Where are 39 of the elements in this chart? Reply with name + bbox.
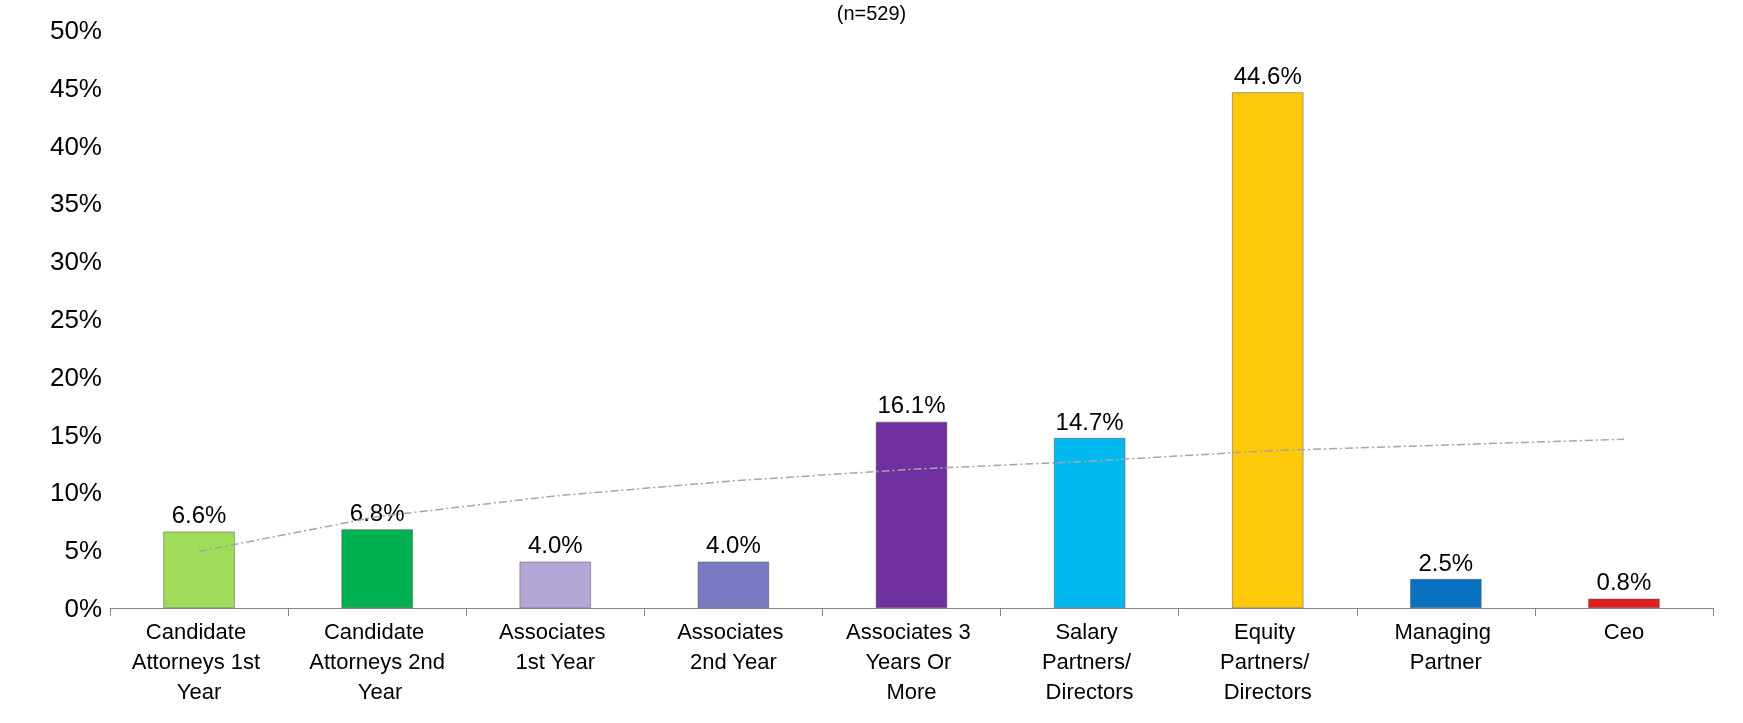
y-tick-label: 50% (49, 15, 102, 45)
x-tick-label: Candidate Attorneys 1st Year (131, 618, 267, 704)
y-tick-label: 40% (49, 130, 102, 161)
y-tick-label: 35% (49, 188, 102, 219)
data-label: 2.5% (1418, 548, 1474, 576)
data-label: 6.6% (171, 501, 227, 529)
data-label: 0.8% (1596, 568, 1652, 596)
y-tick-label: 5% (64, 535, 102, 566)
y-tick-label: 10% (49, 477, 102, 508)
bar (697, 561, 770, 608)
x-tick-label: Associates 1st Year (499, 618, 612, 674)
y-tick-label: 15% (49, 419, 102, 450)
bar (341, 529, 413, 608)
data-label: 14.7% (1055, 407, 1124, 435)
bar (163, 531, 235, 608)
bar (1053, 438, 1126, 608)
x-tick-label: Equity Partners/ Directors (1220, 618, 1316, 704)
y-tick-label: 0% (64, 593, 102, 623)
bar (519, 561, 591, 608)
data-label: 16.1% (877, 391, 946, 419)
y-tick-label: 25% (49, 304, 102, 334)
chart-title: (n=529) (836, 2, 907, 24)
x-tick-label: Salary Partners/ Directors (1041, 618, 1138, 704)
x-tick-label: Associates 3 Years Or More (846, 618, 977, 704)
bar (1232, 92, 1304, 608)
y-tick-label: 45% (49, 72, 102, 103)
x-tick-label: Managing Partner (1394, 618, 1498, 674)
data-label: 4.0% (706, 531, 761, 559)
bar (1588, 598, 1660, 608)
y-tick-label: 20% (49, 361, 102, 392)
data-label: 44.6% (1233, 61, 1302, 89)
x-tick-label: Candidate Attorneys 2nd Year (309, 618, 446, 704)
x-tick-label: Ceo (1603, 618, 1645, 644)
data-label: 4.0% (527, 531, 583, 559)
bar (1410, 579, 1482, 608)
data-label: 6.8% (349, 498, 405, 526)
bar (875, 421, 948, 608)
x-tick-label: Associates 2nd Year (677, 618, 790, 674)
y-tick-label: 30% (49, 246, 102, 277)
